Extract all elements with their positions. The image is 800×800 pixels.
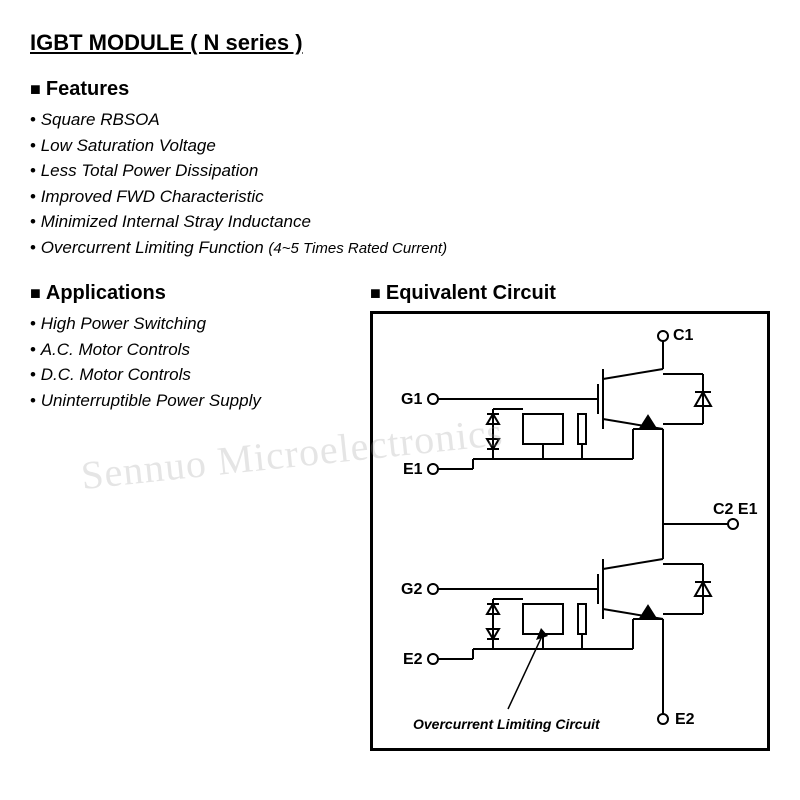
list-item: Overcurrent Limiting Function (4~5 Times… (30, 235, 770, 261)
terminal-e2-right: E2 (675, 711, 695, 728)
list-item: Square RBSOA (30, 107, 770, 133)
circuit-heading: Equivalent Circuit (370, 282, 770, 305)
applications-list: High Power Switching A.C. Motor Controls… (30, 311, 350, 413)
list-item: Low Saturation Voltage (30, 133, 770, 159)
circuit-callout: Overcurrent Limiting Circuit (413, 716, 601, 732)
terminal-e1: E1 (403, 461, 423, 478)
features-heading: Features (30, 78, 770, 101)
list-item: Less Total Power Dissipation (30, 158, 770, 184)
page-title: IGBT MODULE ( N series ) (30, 30, 770, 56)
list-item: Uninterruptible Power Supply (30, 388, 350, 414)
terminal-c2e1: C2 E1 (713, 501, 758, 518)
terminal-g1: G1 (401, 391, 422, 408)
list-item: Improved FWD Characteristic (30, 184, 770, 210)
circuit-diagram: C1 G1 E1 C2 E1 G2 E2 E2 Overcurrent Limi… (370, 311, 770, 751)
list-item: D.C. Motor Controls (30, 362, 350, 388)
feature-note: (4~5 Times Rated Current) (268, 240, 447, 257)
list-item: A.C. Motor Controls (30, 337, 350, 363)
circuit-svg: C1 G1 E1 C2 E1 G2 E2 E2 Overcurrent Limi… (373, 314, 767, 748)
list-item: High Power Switching (30, 311, 350, 337)
terminal-g2: G2 (401, 581, 422, 598)
applications-heading: Applications (30, 282, 350, 305)
terminal-c1: C1 (673, 327, 694, 344)
terminal-e2-left: E2 (403, 651, 423, 668)
list-item: Minimized Internal Stray Inductance (30, 209, 770, 235)
features-list: Square RBSOA Low Saturation Voltage Less… (30, 107, 770, 260)
